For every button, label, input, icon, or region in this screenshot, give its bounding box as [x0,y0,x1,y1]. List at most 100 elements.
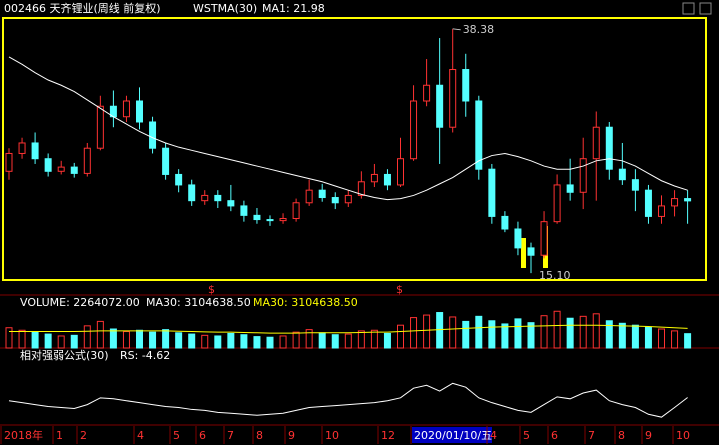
candle-body [344,194,352,204]
candle-body [631,179,639,191]
volume-bar [162,329,170,349]
candle-body [292,202,300,220]
x-tick-label: 2018年 [4,428,43,442]
candle-body [370,173,378,183]
date-highlight [412,427,492,443]
volume-bar [475,315,483,349]
volume-bar [57,335,65,349]
x-tick-label: 6 [551,429,558,442]
candle-body [592,126,600,160]
x-tick-label: 7 [588,429,595,442]
ma-line [8,56,688,201]
volume-bar [31,331,39,349]
volume-bar [579,315,587,349]
volume-bar [605,320,613,349]
x-tick-label: 6 [199,429,206,442]
candle-body [423,84,431,102]
highlight-bar [521,238,526,268]
candle-body [227,200,235,207]
volume-title: VOLUME: 2264072.00 [20,296,140,309]
volume-bar [83,325,91,349]
volume-bar [240,334,248,349]
candle-body [5,152,13,172]
candle-body [175,173,183,186]
candle-body [70,166,78,174]
volume-bar [553,310,561,349]
low-annotation: 15.10 [539,269,571,282]
candle-body [240,205,248,216]
candle-body [605,126,613,170]
volume-bar [109,328,117,349]
volume-bar [149,331,157,349]
candle-body [31,142,39,160]
x-tick-label: 4 [137,429,144,442]
signal-marker: $ [208,283,215,296]
candle-body [57,166,65,172]
volume-bar [305,329,313,349]
annotation-pointer [452,28,461,31]
high-annotation: 38.38 [463,23,495,36]
window-button[interactable] [682,2,695,15]
volume-bar [540,315,548,349]
volume-bar [383,332,391,349]
candle-body [136,100,143,123]
volume-bar [5,327,13,349]
x-tick-label: 12 [381,429,395,442]
volume-bar [188,333,196,349]
volume-ma: MA30: 3104638.50 [253,296,358,309]
window-button[interactable] [699,2,712,15]
volume-bar [410,317,418,349]
volume-bar [592,313,600,349]
candle-body [462,69,470,102]
volume-bar [331,334,339,349]
x-tick-label: 4 [490,429,497,442]
volume-bar [201,334,209,349]
volume-bar [397,324,404,349]
candle-body [658,205,665,217]
volume-bar [279,335,287,349]
x-tick-label: 5 [173,429,180,442]
candle-body [488,168,496,217]
volume-bar [436,312,444,349]
rs-line [8,382,688,418]
x-tick-label: 9 [288,429,295,442]
candle-body [83,147,91,174]
volume-bar [70,334,78,349]
candle-body [201,194,209,202]
candle-body [501,215,509,230]
volume-bar [44,333,52,349]
candle-body [553,184,561,223]
volume-bar [122,331,130,349]
volume-bar [214,335,222,349]
volume-bar [227,332,235,349]
volume-bar [618,322,626,349]
volume-bar [527,322,535,349]
volume-bar [266,336,274,349]
volume-bar [18,329,26,349]
candle-body [684,198,692,202]
x-tick-label: 10 [325,429,339,442]
x-tick-label: 2020/01/10/五 [414,429,492,442]
rs-title: 相对强弱公式(30) [20,348,109,362]
volume-bar [175,332,183,349]
volume-bar [136,329,143,349]
volume-bar [488,320,496,349]
signal-marker: $ [396,283,403,296]
ma-label: MA1: 21.98 [262,2,325,15]
volume-bar [449,316,457,349]
volume-ma: MA30: 3104638.50 [146,296,251,309]
candle-body [253,214,261,221]
candle-body [266,219,274,222]
volume-bar [644,326,652,349]
x-tick-label: 1 [56,429,63,442]
candle-body [318,189,326,199]
rs-value: RS: -4.62 [120,349,170,362]
x-tick-label: 8 [256,429,263,442]
x-tick-label: 8 [618,429,625,442]
candle-body [188,184,196,202]
candle-body [331,197,339,204]
candle-body [540,221,548,256]
candle-body [214,194,222,202]
